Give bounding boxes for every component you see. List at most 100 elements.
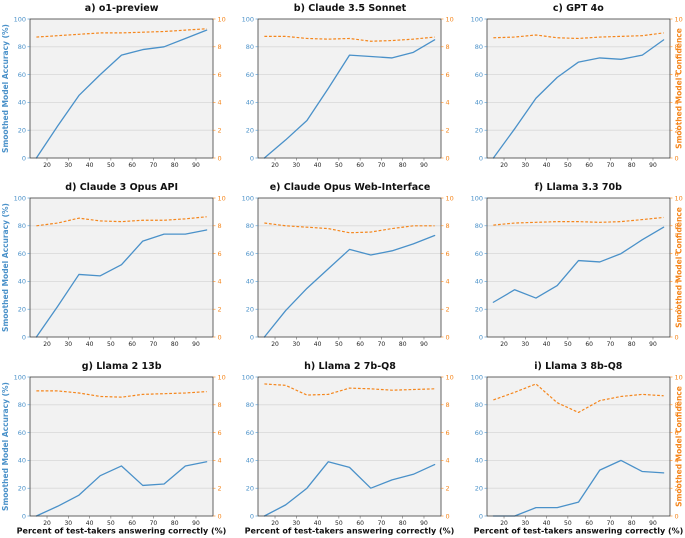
subplot-a: a) o1-preview 20 30 40 50 60 70 80 90 0 20 40 60 80 1… [0,0,228,179]
y-right-axis-label: Smoothed Model Confidence [674,28,683,149]
y-right-tick-label: 10 [218,375,226,381]
axes-frame [486,197,671,338]
x-tick-label: 90 [649,162,657,169]
x-tick-label: 20 [43,162,51,169]
y-right-tick-label: 4 [674,278,678,286]
accuracy-line [35,461,208,517]
subplot-canvas-c: 20 30 40 50 60 70 80 90 0 20 40 60 80 100 0 2 4 6 8 10 Smoot… [470,17,683,169]
y-right-tick-label: 0 [446,333,450,341]
y-right-tick-label: 10 [218,17,226,23]
x-tick-label: 20 [43,341,51,348]
x-tick-label: 30 [293,162,301,169]
y-left-tick-label: 0 [250,333,254,341]
subplot-canvas-i: 20 30 40 50 60 70 80 90 0 20 40 60 80 100 0 2 4 6 8 10 Smoot… [470,375,683,536]
x-tick-label: 30 [293,520,301,527]
x-tick-label: 60 [585,520,593,527]
confidence-line [36,216,207,227]
x-tick-label: 20 [500,162,508,169]
subplot-title-d: d) Claude 3 Opus API [65,182,179,193]
x-tick-label: 90 [649,341,657,348]
plot-area [258,19,442,158]
subplot-e: e) Claude Opus Web-Interface 20 30 40 50 60 7… [228,179,456,358]
x-tick-label: 70 [378,162,386,169]
y-right-tick-label: 2 [446,127,450,135]
subplot-canvas-f: 20 30 40 50 60 70 80 90 0 20 40 60 80 100 0 2 4 6 8 10 Smoot… [470,196,683,348]
x-tick-label: 80 [171,520,179,527]
plot-area [30,198,213,337]
y-left-tick-label: 100 [14,375,26,381]
confidence-line [492,383,664,414]
x-tick-label: 80 [628,341,636,348]
subplot-canvas-g: 20 30 40 50 60 70 80 90 0 20 40 60 80 100 0 2 4 6 8 10 Smoot… [1,375,226,536]
x-tick-label: 40 [542,162,550,169]
x-tick-label: 70 [606,520,614,527]
x-tick-label: 40 [314,341,322,348]
y-left-tick-label: 80 [474,401,482,409]
y-right-tick-label: 0 [218,512,222,520]
x-tick-label: 50 [564,162,572,169]
x-tick-label: 80 [399,520,407,527]
y-left-tick-label: 40 [246,457,254,465]
x-tick-label: 20 [43,520,51,527]
subplot-d: d) Claude 3 Opus API 20 30 40 50 60 70 80 90 0 20… [0,179,228,358]
y-left-axis-label: Smoothed Model Accuracy (%) [1,382,10,511]
y-left-tick-label: 60 [246,250,254,258]
subplot-g: g) Llama 2 13b 20 30 40 50 60 70 80 90 0 20 40 60 80… [0,358,228,538]
y-left-tick-label: 20 [18,127,26,135]
x-tick-label: 70 [606,162,614,169]
confidence-line [493,32,664,40]
subplot-title-c: c) GPT 4o [552,3,604,14]
x-tick-label: 70 [150,162,158,169]
subplot-title-a: a) o1-preview [84,3,159,14]
y-left-tick-label: 60 [18,429,26,437]
x-tick-label: 50 [564,341,572,348]
y-left-tick-label: 20 [246,306,254,314]
subplot-canvas-e: 20 30 40 50 60 70 80 90 0 20 40 60 80 100 0 2 4 6 8 10 [242,196,454,348]
x-tick-label: 20 [500,520,508,527]
y-right-tick-label: 8 [218,222,222,230]
accuracy-line [264,461,436,517]
x-tick-label: 50 [107,520,115,527]
y-right-tick-label: 4 [674,99,678,107]
x-tick-label: 30 [64,162,72,169]
y-right-tick-label: 0 [218,154,222,162]
y-right-tick-label: 8 [674,401,678,409]
x-tick-label: 50 [107,162,115,169]
subplot-c: c) GPT 4o 20 30 40 50 60 70 80 90 0 20 40 60 80 100 0 2… [457,0,685,179]
x-tick-label: 30 [64,520,72,527]
y-right-tick-label: 6 [218,250,222,258]
x-tick-label: 90 [420,162,428,169]
y-left-tick-label: 20 [18,485,26,493]
y-left-tick-label: 60 [246,429,254,437]
subplot-title-f: f) Llama 3.3 70b [534,182,622,193]
y-left-tick-label: 100 [470,375,482,381]
plot-area [258,198,442,337]
y-left-axis-label: Smoothed Model Accuracy (%) [1,203,10,332]
x-tick-label: 70 [378,341,386,348]
y-left-tick-label: 60 [18,250,26,258]
subplot-title-h: h) Llama 2 7b-Q8 [304,361,396,372]
x-tick-label: 20 [500,341,508,348]
y-left-tick-label: 60 [246,71,254,79]
confidence-line [36,28,207,38]
x-tick-label: 90 [192,520,200,527]
y-right-tick-label: 10 [446,375,454,381]
y-left-tick-label: 0 [22,333,26,341]
y-left-tick-label: 100 [14,17,26,23]
axes-frame [486,376,671,517]
y-left-tick-label: 100 [14,196,26,202]
y-left-tick-label: 20 [474,306,482,314]
y-right-tick-label: 10 [446,196,454,202]
x-tick-label: 40 [314,162,322,169]
y-left-axis-label: Smoothed Model Accuracy (%) [1,24,10,153]
x-tick-label: 90 [192,162,200,169]
axes-frame [257,376,442,517]
y-right-tick-label: 8 [674,43,678,51]
x-tick-label: 40 [86,341,94,348]
y-left-tick-label: 0 [22,512,26,520]
axes-frame [29,18,214,159]
y-left-tick-label: 100 [242,196,254,202]
accuracy-line [264,39,436,159]
y-left-tick-label: 100 [242,375,254,381]
